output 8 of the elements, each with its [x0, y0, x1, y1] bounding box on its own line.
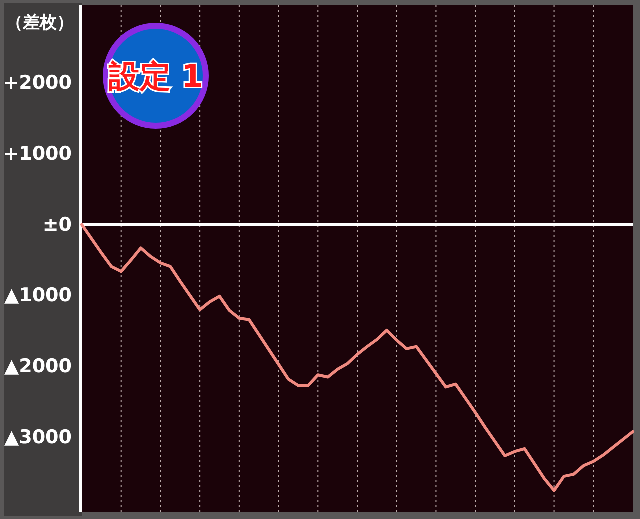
y-axis-title: （差枚） — [6, 13, 74, 33]
y-tick-label: ±0 — [42, 214, 72, 236]
y-tick-label: +2000 — [3, 72, 72, 94]
y-tick-label: ▲3000 — [4, 426, 72, 449]
y-tick-label: ▲1000 — [4, 284, 72, 307]
y-tick-label: +1000 — [3, 142, 72, 165]
annotation: 設定 1 — [108, 59, 204, 95]
y-tick-label: ▲2000 — [4, 356, 72, 378]
